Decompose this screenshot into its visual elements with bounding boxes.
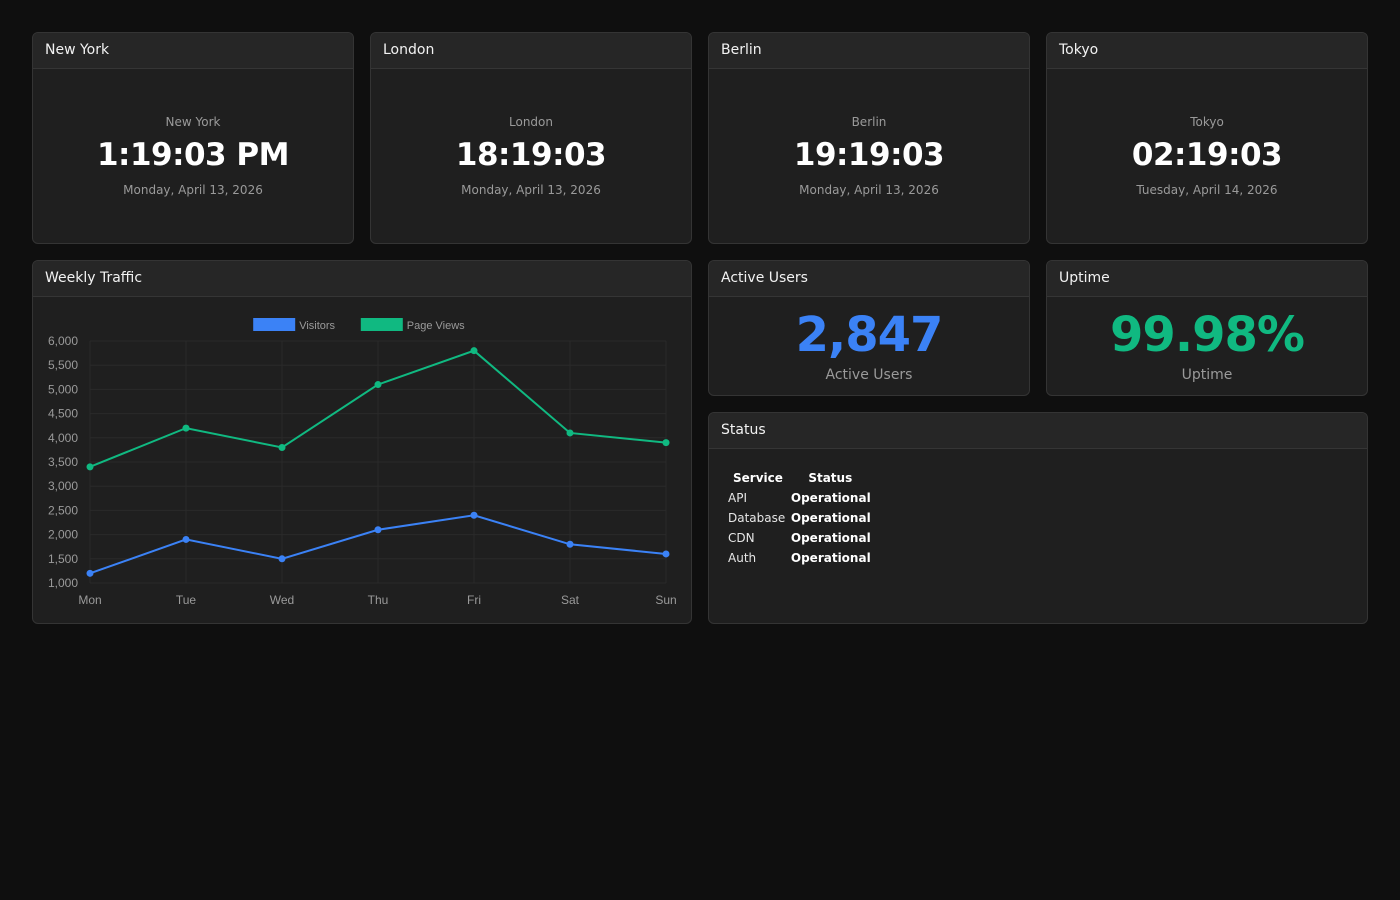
legend-label: Page Views: [407, 320, 465, 332]
data-point: [470, 511, 478, 519]
card-title: Berlin: [709, 33, 1029, 69]
y-tick-label: 1,000: [48, 576, 78, 590]
clock-time: 02:19:03: [1131, 137, 1283, 173]
service-name: Auth: [728, 551, 757, 565]
clock-city: Berlin: [851, 115, 887, 129]
uptime-card: Uptime 99.98% Uptime: [1046, 260, 1368, 396]
legend-label: Visitors: [299, 320, 335, 332]
data-point: [470, 347, 478, 355]
clock-card-new-york: New York New York 1:19:03 PM Monday, Apr…: [32, 32, 354, 244]
card-title: Tokyo: [1047, 33, 1367, 69]
clock-date: Monday, April 13, 2026: [123, 183, 263, 197]
status-card: Status Service Status API Operational Da…: [708, 412, 1368, 624]
service-name: CDN: [728, 531, 755, 545]
clock-card-tokyo: Tokyo Tokyo 02:19:03 Tuesday, April 14, …: [1046, 32, 1368, 244]
clock-city: London: [509, 115, 553, 129]
active-users-label: Active Users: [825, 367, 913, 383]
service-status: Operational: [790, 531, 871, 545]
service-status: Operational: [790, 491, 871, 505]
data-point: [374, 526, 382, 534]
data-point: [182, 535, 190, 543]
clock-time: 18:19:03: [455, 137, 607, 173]
weekly-traffic-chart: 1,000 1,500 2,000 2,500 3,000 3,500 4,000 4,500…: [48, 318, 677, 607]
uptime-label: Uptime: [1181, 367, 1233, 383]
x-tick-label: Sun: [655, 593, 676, 607]
y-tick-label: 5,000: [48, 382, 78, 396]
clock-date: Tuesday, April 14, 2026: [1136, 183, 1278, 197]
card-title: Active Users: [709, 261, 1029, 297]
card-title: New York: [33, 33, 353, 69]
data-point: [182, 424, 190, 432]
x-tick-label: Wed: [270, 593, 294, 607]
active-users-card: Active Users 2,847 Active Users: [708, 260, 1030, 396]
y-tick-label: 3,000: [48, 479, 78, 493]
table-row: API Operational: [727, 488, 872, 508]
service-status: Operational: [790, 511, 871, 525]
x-tick-label: Thu: [368, 593, 389, 607]
data-point: [374, 381, 382, 389]
y-tick-label: 1,500: [48, 552, 78, 566]
status-table: Service Status API Operational Database …: [727, 469, 872, 568]
service-name: Database: [728, 511, 786, 525]
y-tick-label: 2,000: [48, 528, 78, 542]
data-point: [566, 429, 574, 437]
card-title: London: [371, 33, 691, 69]
clock-card-london: London London 18:19:03 Monday, April 13,…: [370, 32, 692, 244]
weekly-traffic-card: Weekly Traffic 1,000 1,500 2,000 2,500 3,000…: [32, 260, 692, 624]
table-row: Database Operational: [727, 508, 872, 528]
data-point: [86, 463, 94, 471]
uptime-value: 99.98%: [1110, 307, 1305, 363]
clock-city: Tokyo: [1190, 115, 1224, 129]
legend-swatch: [360, 318, 403, 331]
card-title: Status: [709, 413, 1367, 449]
clock-time: 19:19:03: [793, 137, 945, 173]
legend-swatch: [253, 318, 296, 331]
x-tick-label: Tue: [176, 593, 197, 607]
clock-card-berlin: Berlin Berlin 19:19:03 Monday, April 13,…: [708, 32, 1030, 244]
x-tick-label: Sat: [561, 593, 580, 607]
x-tick-label: Fri: [467, 593, 481, 607]
clock-time: 1:19:03 PM: [96, 137, 290, 173]
data-point: [566, 540, 574, 548]
y-tick-label: 2,500: [48, 503, 78, 517]
column-header-service: Service: [733, 471, 783, 485]
x-tick-label: Mon: [78, 593, 101, 607]
y-tick-label: 3,500: [48, 455, 78, 469]
y-tick-label: 4,000: [48, 431, 78, 445]
table-row: Auth Operational: [727, 548, 872, 568]
y-tick-label: 6,000: [48, 334, 78, 348]
data-point: [86, 569, 94, 577]
data-point: [662, 550, 670, 558]
service-name: API: [728, 491, 747, 505]
y-tick-label: 5,500: [48, 358, 78, 372]
clock-date: Monday, April 13, 2026: [461, 183, 601, 197]
y-tick-label: 4,500: [48, 407, 78, 421]
data-point: [662, 439, 670, 447]
data-point: [278, 443, 286, 451]
table-header-row: Service Status: [727, 469, 872, 488]
column-header-status: Status: [808, 471, 853, 485]
active-users-value: 2,847: [795, 307, 944, 363]
card-title: Uptime: [1047, 261, 1367, 297]
data-point: [278, 555, 286, 563]
clock-date: Monday, April 13, 2026: [799, 183, 939, 197]
clock-city: New York: [165, 115, 221, 129]
card-title: Weekly Traffic: [33, 261, 691, 297]
service-status: Operational: [790, 551, 871, 565]
table-row: CDN Operational: [727, 528, 872, 548]
